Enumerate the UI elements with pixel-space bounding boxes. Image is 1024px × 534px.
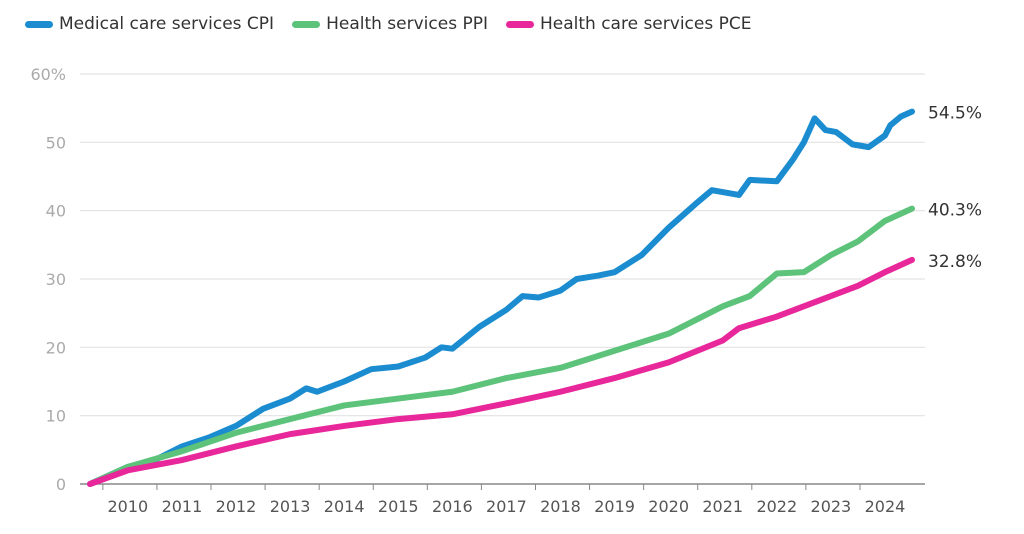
x-tick-label: 2022 xyxy=(756,497,797,516)
series-line-2 xyxy=(87,256,915,487)
y-tick-label: 0 xyxy=(56,475,66,494)
legend-label: Health services PPI xyxy=(326,14,488,34)
legend-label: Medical care services CPI xyxy=(59,14,275,34)
series-line-0 xyxy=(87,108,915,487)
series-line-1 xyxy=(87,205,915,487)
legend-item-pce: Health care services PCE xyxy=(505,14,752,34)
legend-swatch xyxy=(505,20,534,28)
x-tick-label: 2024 xyxy=(865,497,906,516)
y-tick-label: 10 xyxy=(46,407,66,426)
y-tick-label: 60% xyxy=(30,65,66,84)
y-tick-label: 30 xyxy=(46,270,66,289)
x-tick-label: 2015 xyxy=(378,497,419,516)
legend-item-ppi: Health services PPI xyxy=(292,14,488,34)
x-tick-label: 2016 xyxy=(432,497,473,516)
legend: Medical care services CPI Health service… xyxy=(25,14,751,34)
y-tick-label: 40 xyxy=(46,202,66,221)
x-tick-label: 2013 xyxy=(270,497,311,516)
end-label: 54.5% xyxy=(928,104,982,124)
x-tick-label: 2014 xyxy=(324,497,365,516)
end-label: 40.3% xyxy=(928,201,982,221)
x-tick-label: 2023 xyxy=(811,497,852,516)
legend-swatch xyxy=(25,20,53,28)
legend-item-cpi: Medical care services CPI xyxy=(25,14,274,34)
end-label: 32.8% xyxy=(928,252,982,272)
x-tick-label: 2010 xyxy=(107,497,148,516)
x-tick-label: 2019 xyxy=(594,497,635,516)
x-tick-label: 2017 xyxy=(486,497,527,516)
y-tick-label: 50 xyxy=(46,133,66,152)
legend-swatch xyxy=(292,20,321,28)
x-tick-label: 2018 xyxy=(540,497,581,516)
x-tick-label: 2011 xyxy=(162,497,203,516)
legend-label: Health care services PCE xyxy=(539,14,752,34)
y-tick-label: 20 xyxy=(46,338,66,357)
x-tick-label: 2012 xyxy=(216,497,257,516)
x-tick-label: 2021 xyxy=(702,497,743,516)
x-tick-label: 2020 xyxy=(648,497,689,516)
